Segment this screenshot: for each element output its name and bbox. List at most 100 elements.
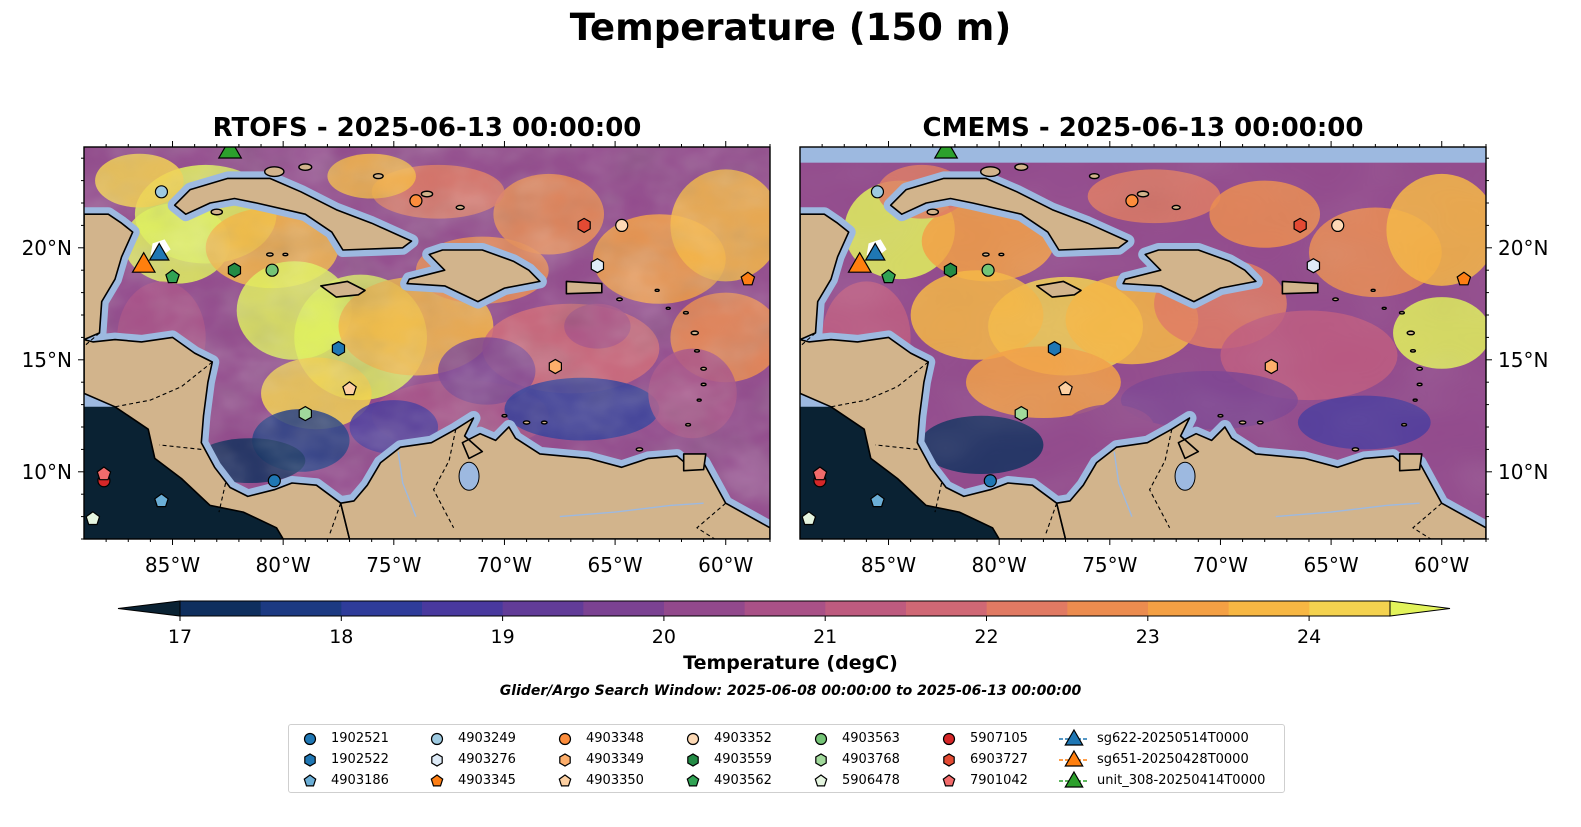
- lon-tick-label: 75°W: [1082, 553, 1137, 577]
- island: [980, 166, 1001, 178]
- landmass-trinidad: [682, 453, 707, 472]
- legend-marker-icon: [431, 753, 443, 767]
- lat-tick-label: 20°N: [22, 236, 72, 260]
- colorbar-segment: [583, 601, 665, 616]
- legend-marker-icon: [430, 732, 444, 746]
- lat-tick-label: 15°N: [22, 348, 72, 372]
- argo-float-4903768: [1014, 405, 1029, 422]
- island: [981, 252, 990, 257]
- lon-tick-label: 70°W: [1193, 553, 1248, 577]
- island: [665, 306, 671, 310]
- island: [210, 208, 224, 216]
- colorbar-segment: [1067, 601, 1149, 616]
- island: [265, 252, 274, 257]
- lat-tick-label: 10°N: [22, 460, 72, 484]
- land: [84, 163, 770, 539]
- island: [1256, 420, 1264, 425]
- island: [1416, 366, 1424, 371]
- island: [1381, 306, 1387, 310]
- legend-entry: 6903727: [936, 749, 1028, 770]
- landmass-puertorico: [565, 280, 603, 295]
- lon-tick-label: 80°W: [256, 553, 311, 577]
- lat-tick-label: 20°N: [1498, 236, 1548, 260]
- map-frame: [83, 146, 771, 540]
- legend-label: sg651-20250428T0000: [1097, 752, 1249, 767]
- glider-sg622: [864, 242, 886, 261]
- legend-entry: 4903348: [552, 728, 644, 749]
- argo-float-4903559: [943, 262, 958, 278]
- search-window-note: Glider/Argo Search Window: 2025-06-08 00…: [499, 683, 1082, 699]
- island: [1332, 297, 1340, 302]
- landmass-hispaniola: [406, 249, 541, 303]
- lon-tick-label: 80°W: [972, 553, 1027, 577]
- island: [998, 252, 1005, 257]
- legend-column: sg622-20250514T0000 sg651-20250428T0000 un…: [1059, 728, 1265, 791]
- legend-label: 1902522: [331, 752, 389, 767]
- legend-entry: 1902521: [297, 728, 389, 749]
- island: [1412, 398, 1418, 402]
- colorbar-segment: [1148, 601, 1230, 616]
- island: [1136, 190, 1150, 198]
- argo-float-4903249: [154, 185, 169, 199]
- argo-float-1902521: [267, 474, 281, 488]
- legend-marker-icon: [559, 753, 571, 767]
- argo-float-4903559: [227, 262, 242, 278]
- legend-label: 7901042: [970, 773, 1028, 788]
- lon-tick-label: 85°W: [145, 553, 200, 577]
- colorbar-segment: [502, 601, 584, 616]
- axis-ticks: [78, 141, 771, 545]
- landmass-hispaniola: [1122, 249, 1257, 303]
- legend-entry: 4903186: [297, 770, 389, 791]
- island: [1406, 330, 1416, 336]
- legend-entry: 4903276: [424, 749, 516, 770]
- argo-float-7901042: [812, 466, 828, 481]
- lon-tick-label: 75°W: [366, 553, 421, 577]
- legend-column: 4903348 4903349 4903350: [552, 728, 644, 791]
- panel-title-rtofs: RTOFS - 2025-06-13 00:00:00: [212, 113, 642, 143]
- island: [298, 163, 313, 172]
- land: [800, 163, 1486, 539]
- legend-entry: sg622-20250514T0000: [1059, 728, 1265, 749]
- colorbar-tick-label: 18: [329, 626, 353, 648]
- argo-float-4903249: [870, 185, 885, 199]
- legend-marker-icon: [303, 732, 317, 746]
- legend-entry: 4903562: [680, 770, 772, 791]
- colorbar-segment: [180, 601, 262, 616]
- legend-entry: 7901042: [936, 770, 1028, 791]
- island: [522, 420, 531, 425]
- legend-marker-icon: [430, 774, 444, 787]
- country-border: [329, 503, 342, 535]
- glider-sg651: [131, 251, 157, 273]
- legend-marker-icon: [686, 732, 700, 746]
- legend-entry: 4903352: [680, 728, 772, 749]
- observations: [801, 147, 1472, 526]
- landmass-centam: [84, 336, 351, 539]
- no-data-strip: [800, 147, 1486, 163]
- country-border: [875, 444, 918, 450]
- island: [1370, 288, 1376, 293]
- lon-tick-label: 60°W: [1414, 553, 1469, 577]
- legend-label: 1902521: [331, 731, 389, 746]
- legend-label: 5907105: [970, 731, 1028, 746]
- argo-float-6903727: [577, 217, 591, 234]
- colorbar-tick-label: 22: [974, 626, 998, 648]
- colorbar-segment: [422, 601, 504, 616]
- glider-sg651: [847, 251, 873, 273]
- river: [1275, 502, 1420, 518]
- argo-float-4903348: [409, 194, 423, 208]
- argo-float-5906478: [85, 511, 101, 526]
- pacific-ocean: [84, 406, 284, 539]
- colorbar-frame: [179, 600, 1391, 617]
- legend-label: 5906478: [842, 773, 900, 788]
- island: [1398, 310, 1406, 315]
- legend-marker-icon: [558, 774, 572, 787]
- legend-marker-icon: [687, 753, 699, 767]
- colorbar-tick-label: 20: [652, 626, 676, 648]
- legend-entry: 5906478: [808, 770, 900, 791]
- colorbar-segment: [341, 601, 423, 616]
- legend-entry: 4903350: [552, 770, 644, 791]
- island: [372, 173, 384, 180]
- island: [696, 398, 702, 402]
- legend-entry: 1902522: [297, 749, 389, 770]
